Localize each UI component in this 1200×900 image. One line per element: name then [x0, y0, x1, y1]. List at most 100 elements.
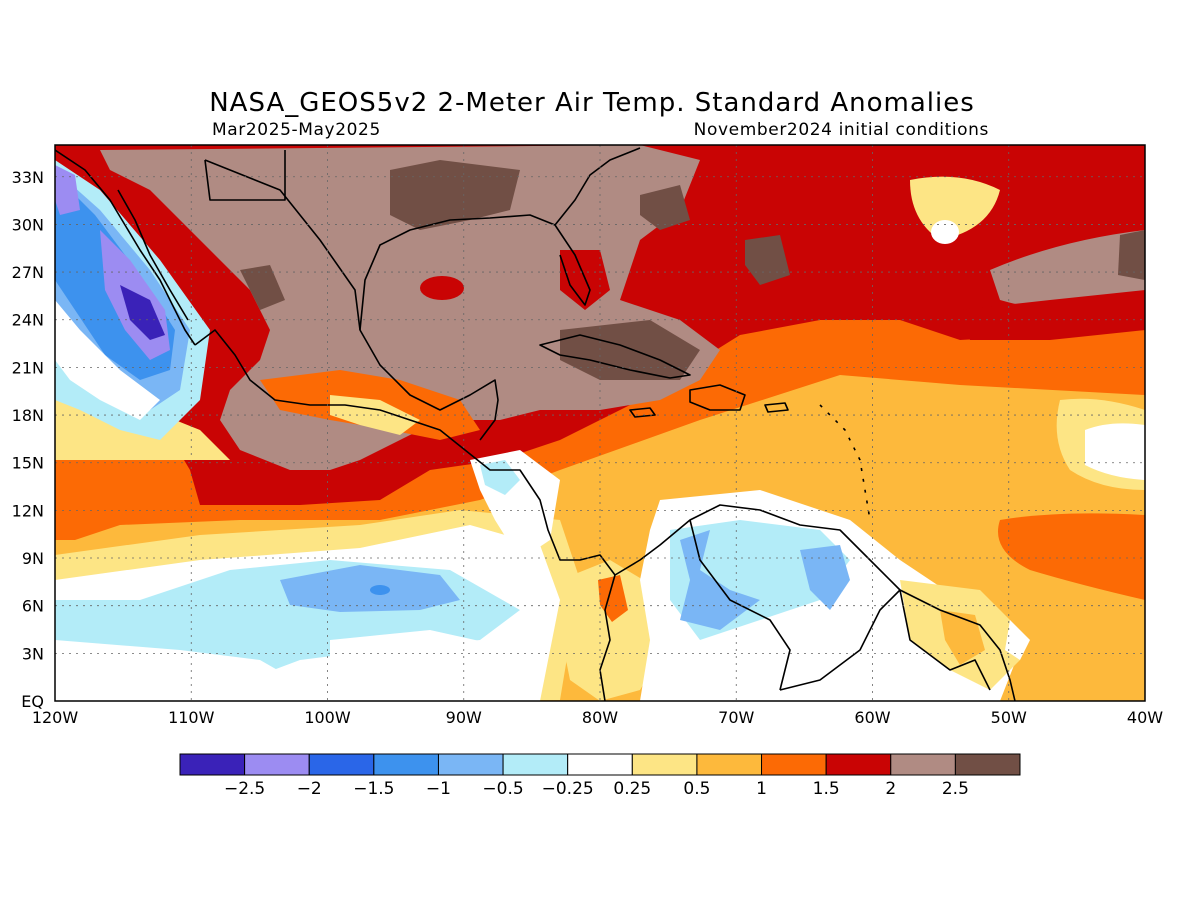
anomaly-field [55, 145, 1145, 701]
field-dark-brown-3 [745, 235, 790, 285]
field-white-equator2 [330, 630, 540, 701]
field-lightblue-camerica [480, 460, 520, 495]
colorbar-swatch [761, 753, 827, 776]
colorbar-swatch [954, 753, 1021, 776]
lat-tick-label: 27N [12, 263, 44, 282]
colorbar-label: −0.5 [482, 779, 523, 799]
lon-tick-label: 100W [304, 708, 351, 727]
lesser-antilles [819, 404, 871, 521]
coast-gulf-north [359, 214, 591, 331]
colorbar-swatch [308, 753, 375, 776]
colorbar-swatch [825, 753, 892, 776]
lon-tick-label: 120W [32, 708, 79, 727]
field-dark-brown-5 [560, 320, 700, 380]
field-yellow-central [330, 395, 420, 435]
graticule [55, 145, 1145, 701]
field-brown-east [990, 230, 1145, 314]
coast-gulf [204, 159, 499, 441]
field-orange-atl4 [998, 513, 1145, 600]
colorbar-label: 2 [885, 779, 896, 799]
field-dark-brown-2 [640, 185, 690, 230]
colorbar-swatch [890, 753, 956, 776]
coastlines [55, 147, 1016, 701]
field-blue-south [280, 565, 460, 612]
lat-tick-label: 24N [12, 311, 44, 330]
field-white-southbrazil [1005, 620, 1030, 660]
field-blue-samerica2 [800, 545, 850, 610]
field-purple-nw [55, 165, 80, 215]
colorbar-label: 1 [756, 779, 767, 799]
lon-tick-label: 90W [446, 708, 482, 727]
coast-jamaica [629, 407, 656, 418]
lat-tick-label: 15N [12, 454, 44, 473]
lon-tick-label: 60W [854, 708, 890, 727]
colorbar-label: −1.5 [353, 779, 394, 799]
lat-tick-label: 21N [12, 358, 44, 377]
lat-tick-label: 33N [12, 168, 44, 187]
coast-colombia-pacific [599, 574, 616, 701]
field-white-atl3 [1085, 423, 1145, 480]
colorbar-swatch [437, 753, 504, 776]
coast-puerto-rico [764, 402, 789, 413]
border-brazil [779, 589, 901, 691]
map-title: NASA_GEOS5v2 2-Meter Air Temp. Standard … [209, 88, 975, 118]
coast-us-east [554, 147, 641, 226]
lat-tick-label: EQ [21, 692, 44, 711]
colorbar-label: 0.25 [613, 779, 651, 799]
colorbar-swatch [373, 753, 439, 776]
colorbar-swatch [696, 753, 763, 776]
field-red-atl [960, 290, 1145, 340]
longitude-axis: 120W 110W 100W 90W 80W 70W 60W 50W 40W [32, 708, 1163, 727]
field-white-equator [55, 640, 330, 701]
colorbar: −2.5 −2 −1.5 −1 −0.5 −0.25 0.25 0.5 1 1.5 2 2.5 [179, 753, 1021, 799]
lon-tick-label: 50W [991, 708, 1027, 727]
lon-tick-label: 110W [168, 708, 215, 727]
field-white-baja [55, 300, 160, 420]
init-conditions-subtitle: November2024 initial conditions [694, 120, 989, 140]
field-red-gulf [420, 276, 464, 300]
border-us-mexico [204, 150, 286, 201]
field-brown-land [100, 145, 720, 470]
coast-mexico-pacific [194, 329, 616, 576]
field-indigo-baja [120, 285, 165, 340]
field-yellow-atl2 [931, 220, 959, 244]
coast-north-america-west [55, 149, 196, 346]
field-dark-brown-6 [240, 265, 285, 310]
lat-tick-label: 18N [12, 406, 44, 425]
colorbar-label: −2 [297, 779, 322, 799]
colorbar-swatch [631, 753, 698, 776]
colorbar-label: 1.5 [813, 779, 840, 799]
lon-tick-label: 80W [582, 708, 618, 727]
period-subtitle: Mar2025-May2025 [212, 120, 381, 140]
coast-hispaniola [689, 384, 746, 411]
latitude-axis: 33N 30N 27N 24N 21N 18N 15N 12N 9N 6N 3N EQ [12, 168, 44, 711]
colorbar-label: −2.5 [224, 779, 265, 799]
colorbar-swatch [567, 753, 633, 776]
border-venezuela [689, 519, 791, 691]
colorbar-swatch [179, 753, 246, 776]
coast-south-america [614, 504, 1016, 701]
field-orange-guianas [940, 610, 985, 665]
colorbar-label: 0.5 [683, 779, 710, 799]
lon-tick-label: 40W [1127, 708, 1163, 727]
field-dark-brown-1 [390, 160, 520, 230]
colorbar-label: 2.5 [942, 779, 969, 799]
colorbar-label: −1 [426, 779, 451, 799]
lat-tick-label: 3N [22, 644, 44, 663]
field-yellow-colombia [560, 560, 670, 701]
coast-baja [117, 189, 189, 321]
field-dark-brown-4 [1118, 230, 1145, 280]
lon-tick-label: 70W [718, 708, 754, 727]
colorbar-swatch [244, 753, 310, 776]
coast-cuba [539, 334, 691, 379]
lat-tick-label: 9N [22, 549, 44, 568]
field-yellow-atl1 [910, 176, 1000, 240]
lat-tick-label: 30N [12, 215, 44, 234]
field-blue-spot [370, 585, 390, 595]
colorbar-label: −0.25 [542, 779, 594, 799]
border-guianas [899, 589, 991, 691]
map-frame [54, 144, 1146, 702]
lat-tick-label: 12N [12, 501, 44, 520]
lat-tick-label: 6N [22, 597, 44, 616]
